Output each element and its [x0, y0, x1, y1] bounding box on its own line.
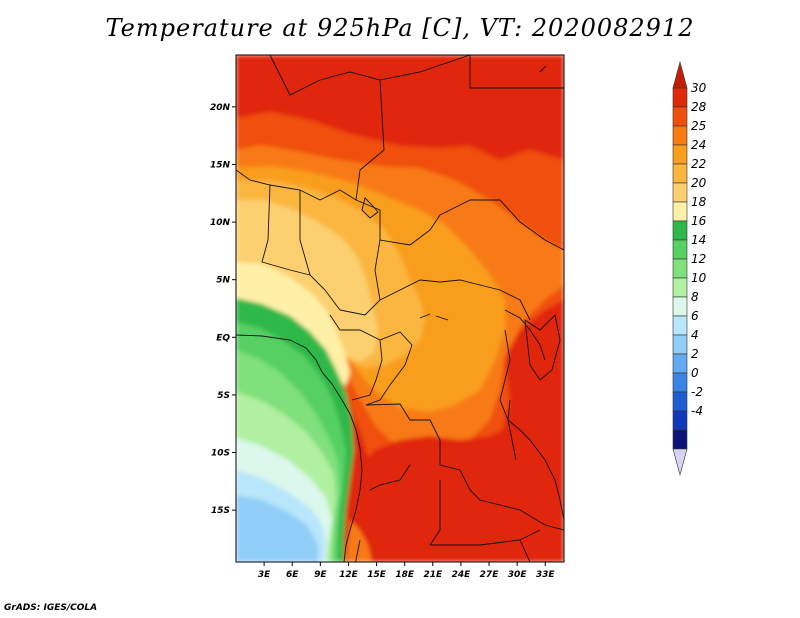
map-frame [235, 54, 565, 563]
temperature-field [236, 55, 564, 562]
colorbar-label: 10 [691, 271, 707, 285]
latitude-axis: 20N 15N 10N 5N EQ 5S 10S 15S [210, 103, 236, 516]
colorbar-label: -2 [691, 385, 703, 399]
colorbar-label: 16 [691, 214, 707, 228]
lon-tick-label: 27E [480, 570, 500, 580]
colorbar-swatch [672, 144, 688, 165]
colorbar-swatch [672, 106, 688, 127]
lon-tick-label: 21E [423, 570, 443, 580]
colorbar-label: 28 [691, 100, 707, 114]
colorbar-swatch [672, 220, 688, 241]
colorbar-swatch [672, 353, 688, 374]
lon-tick-label: 9E [314, 570, 327, 580]
colorbar-label: -4 [691, 404, 703, 418]
colorbar-swatch [672, 334, 688, 355]
colorbar-swatch [672, 410, 688, 431]
colorbar-label: 0 [691, 366, 699, 380]
colorbar-swatch [672, 296, 688, 317]
colorbar-label: 20 [691, 176, 707, 190]
colorbar-swatch [672, 87, 688, 108]
lat-tick-label: 20N [210, 103, 231, 113]
lon-tick-label: 15E [367, 570, 387, 580]
colorbar-label: 18 [691, 195, 707, 209]
lat-tick-label: 15S [211, 506, 230, 516]
lat-tick-label: EQ [216, 333, 230, 343]
colorbar-swatch [672, 258, 688, 279]
lat-tick-label: 15N [210, 160, 231, 170]
lat-tick-label: 10S [211, 449, 230, 459]
colorbar-label: 6 [691, 309, 699, 323]
colorbar-label: 12 [691, 252, 706, 266]
lon-tick-label: 24E [452, 570, 472, 580]
colorbar-label: 8 [691, 290, 699, 304]
country-borders [236, 55, 564, 562]
lat-tick-label: 10N [210, 218, 231, 228]
colorbar-swatch-lowest [672, 429, 688, 450]
colorbar-swatch [672, 163, 688, 184]
colorbar-swatch [672, 391, 688, 412]
lon-tick-label: 30E [508, 570, 528, 580]
colorbar-bottom-cap [672, 448, 688, 477]
lon-tick-label: 33E [536, 570, 556, 580]
colorbar-swatch [672, 315, 688, 336]
colorbar-swatch [672, 239, 688, 260]
colorbar-swatch [672, 201, 688, 222]
colorbar-label: 4 [691, 328, 699, 342]
colorbar-swatch [672, 372, 688, 393]
colorbar-label: 14 [691, 233, 706, 247]
colorbar-label: 24 [691, 138, 706, 152]
lat-tick-label: 5N [216, 276, 230, 286]
longitude-axis: 3E 6E 9E 12E 15E 18E 21E 24E 27E 30E 33E [258, 562, 556, 580]
colorbar-label: 22 [691, 157, 706, 171]
chart-title: Temperature at 925hPa [C], VT: 202008291… [105, 14, 695, 42]
colorbar-label: 30 [691, 81, 707, 95]
grads-credit: GrADS: IGES/COLA [4, 603, 98, 613]
lon-tick-label: 3E [258, 570, 271, 580]
lon-tick-label: 18E [395, 570, 415, 580]
lon-tick-label: 6E [286, 570, 299, 580]
colorbar-top-cap [672, 60, 688, 89]
colorbar-label: 2 [691, 347, 699, 361]
lon-tick-label: 12E [339, 570, 359, 580]
colorbar-swatch [672, 277, 688, 298]
colorbar-label: 25 [691, 119, 706, 133]
colorbar-swatch [672, 125, 688, 146]
colorbar-swatch [672, 182, 688, 203]
lat-tick-label: 5S [217, 391, 230, 401]
